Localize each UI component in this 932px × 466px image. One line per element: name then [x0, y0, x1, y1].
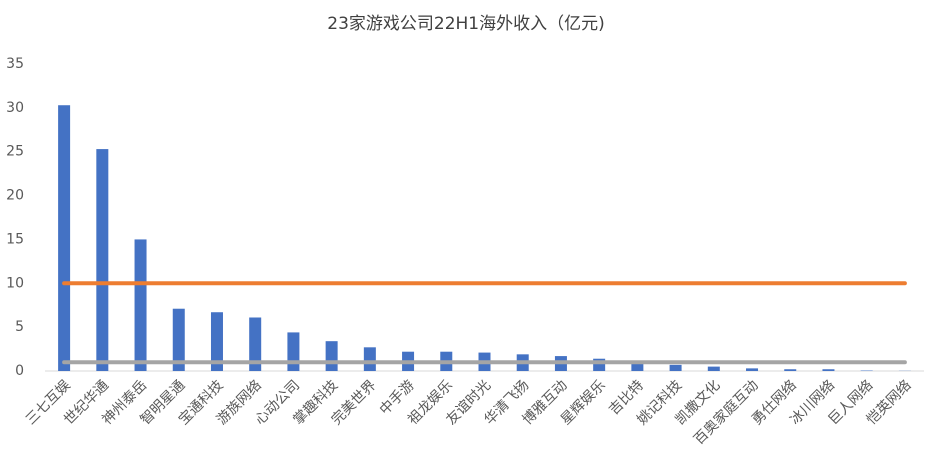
bar — [364, 347, 376, 371]
y-tick-label: 10 — [6, 275, 24, 291]
y-tick-label: 30 — [6, 100, 24, 116]
y-tick-label: 15 — [6, 231, 24, 247]
y-tick-label: 20 — [6, 188, 24, 204]
bar — [670, 365, 682, 371]
bar — [58, 105, 70, 371]
chart-title: 23家游戏公司22H1海外收入（亿元) — [327, 14, 605, 34]
y-tick-label: 5 — [15, 319, 24, 335]
bar — [822, 369, 834, 371]
bar — [287, 332, 299, 371]
bar — [96, 149, 108, 371]
y-tick-label: 35 — [6, 56, 24, 72]
bar — [784, 369, 796, 371]
bar — [746, 368, 758, 371]
bar — [135, 239, 147, 371]
bar — [708, 367, 720, 371]
y-tick-label: 25 — [6, 144, 24, 160]
bar — [326, 341, 338, 371]
y-tick-label: 0 — [15, 363, 24, 379]
